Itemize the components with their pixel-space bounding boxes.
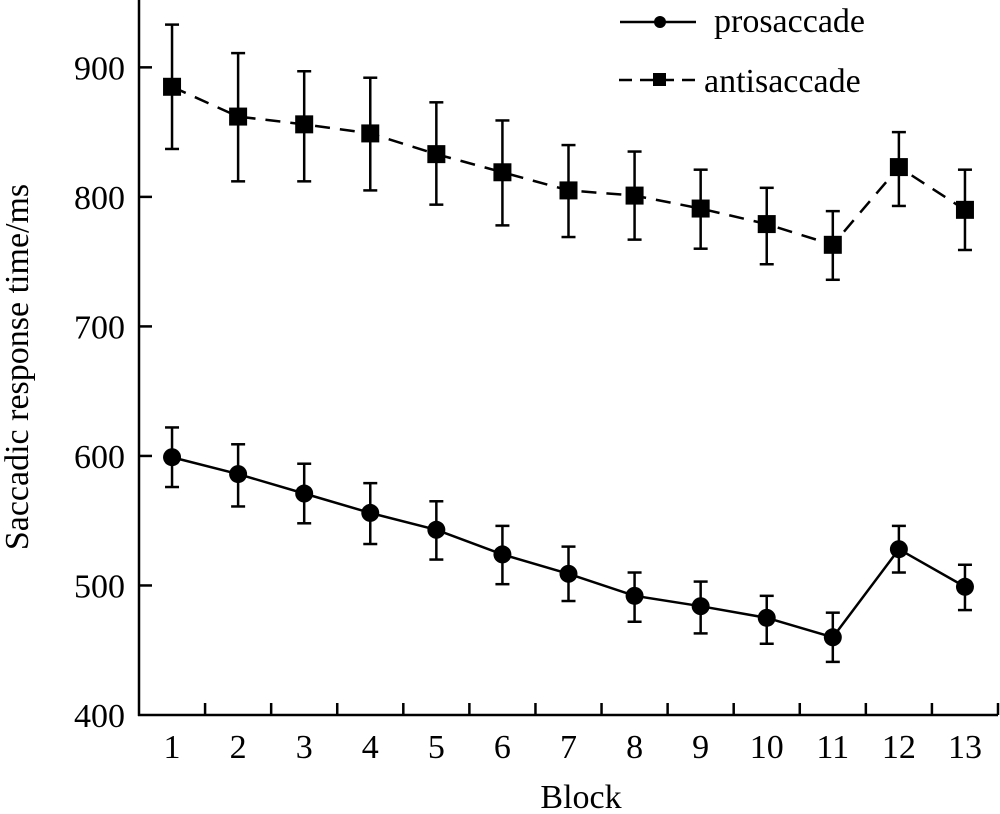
data-point-antisaccade	[295, 115, 314, 134]
y-tick-label: 600	[74, 439, 125, 476]
data-point-antisaccade	[493, 163, 512, 182]
data-point-antisaccade	[757, 215, 776, 234]
legend-label-antisaccade: antisaccade	[704, 63, 861, 100]
data-point-antisaccade	[955, 200, 974, 219]
data-point-prosaccade	[427, 520, 446, 539]
y-tick-label: 700	[74, 309, 125, 346]
y-tick-label: 400	[74, 698, 125, 735]
data-point-prosaccade	[163, 448, 182, 467]
data-point-antisaccade	[163, 77, 182, 96]
x-tick-label: 4	[362, 729, 379, 766]
legend: prosaccade antisaccade	[619, 3, 865, 100]
y-tick-label: 900	[74, 50, 125, 87]
x-tick-label: 13	[948, 729, 982, 766]
data-point-antisaccade	[361, 124, 380, 143]
series-prosaccade	[163, 426, 974, 664]
data-point-antisaccade	[823, 235, 842, 254]
x-tick-label: 5	[428, 729, 445, 766]
x-ticks: 1 2 3 4 5 6 7 8 9 10 11 12 13	[164, 703, 1000, 766]
x-tick-label: 12	[882, 729, 916, 766]
legend-marker-square	[653, 73, 666, 86]
data-point-prosaccade	[295, 484, 314, 503]
data-point-prosaccade	[229, 465, 248, 484]
y-axis-title: Saccadic response time/ms	[0, 184, 36, 550]
data-point-antisaccade	[427, 145, 446, 164]
data-point-antisaccade	[229, 107, 248, 126]
x-axis-title: Block	[540, 779, 621, 814]
x-tick-label: 2	[230, 729, 247, 766]
legend-item-prosaccade: prosaccade	[620, 3, 865, 40]
y-tick-label: 500	[74, 568, 125, 605]
y-tick-label: 800	[74, 180, 125, 217]
legend-item-antisaccade: antisaccade	[619, 63, 861, 100]
data-point-prosaccade	[691, 597, 710, 616]
data-point-prosaccade	[559, 564, 578, 583]
x-tick-label: 6	[494, 729, 511, 766]
x-tick-label: 10	[750, 729, 784, 766]
data-point-antisaccade	[691, 199, 710, 218]
data-point-antisaccade	[559, 181, 578, 200]
data-point-antisaccade	[625, 186, 644, 205]
series-layer	[163, 23, 974, 664]
x-tick-label: 11	[816, 729, 849, 766]
x-tick-label: 3	[296, 729, 313, 766]
x-tick-label: 8	[626, 729, 643, 766]
data-point-prosaccade	[625, 586, 644, 605]
legend-marker-circle	[654, 16, 666, 28]
legend-label-prosaccade: prosaccade	[714, 3, 865, 40]
data-point-prosaccade	[823, 628, 842, 647]
x-tick-label: 9	[692, 729, 709, 766]
data-point-prosaccade	[493, 545, 512, 564]
data-point-prosaccade	[757, 608, 776, 627]
data-point-prosaccade	[361, 503, 380, 522]
data-point-prosaccade	[955, 577, 974, 596]
x-tick-label: 1	[164, 729, 181, 766]
series-antisaccade	[163, 23, 974, 282]
x-tick-label: 7	[560, 729, 577, 766]
data-point-antisaccade	[889, 158, 908, 177]
y-ticks: 400 500 600 700 800 900	[74, 50, 152, 735]
data-point-prosaccade	[889, 540, 908, 559]
